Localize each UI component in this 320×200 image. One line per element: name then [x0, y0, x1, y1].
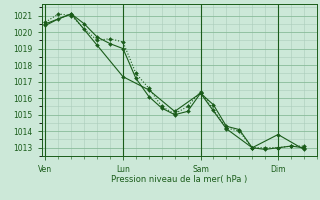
X-axis label: Pression niveau de la mer( hPa ): Pression niveau de la mer( hPa )	[111, 175, 247, 184]
